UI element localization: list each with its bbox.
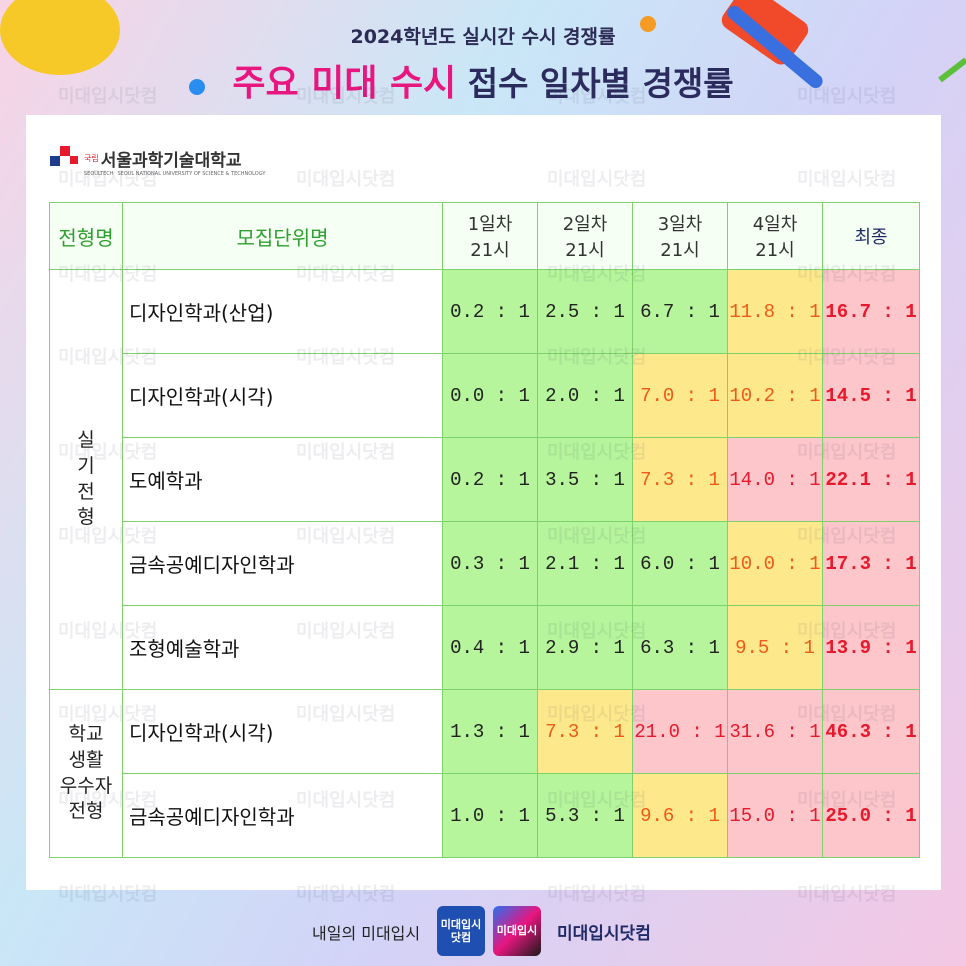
rate-cell: 0.2 : 1 [442, 269, 538, 354]
rate-cell: 3.5 : 1 [537, 437, 633, 522]
logo-mark [50, 146, 78, 166]
table-body: 실 기 전 형 디자인학과(산업) 0.2 : 1 2.5 : 1 6.7 : 1 11.… [49, 269, 920, 858]
group-cell: 실 기 전 형 [49, 269, 123, 690]
table-row: 금속공예디자인학과 0.3 : 1 2.1 : 1 6.0 : 1 10.0 : 1 17… [50, 521, 920, 606]
title: 주요 미대 수시 접수 일차별 경쟁률 [0, 54, 966, 106]
dot [189, 79, 205, 95]
rate-cell: 5.3 : 1 [537, 773, 633, 858]
rate-cell: 7.0 : 1 [632, 353, 728, 438]
rate-cell: 7.3 : 1 [537, 689, 633, 774]
rate-cell: 31.6 : 1 [727, 689, 823, 774]
rate-cell: 14.0 : 1 [727, 437, 823, 522]
rate-cell: 0.0 : 1 [442, 353, 538, 438]
logo-box: 미대입시 [493, 906, 541, 956]
dot [640, 16, 656, 32]
rate-cell: 2.9 : 1 [537, 605, 633, 690]
rate-cell: 13.9 : 1 [822, 605, 920, 690]
table-row: 금속공예디자인학과 1.0 : 1 5.3 : 1 9.6 : 1 15.0 : 1 25… [50, 773, 920, 858]
rate-cell: 0.2 : 1 [442, 437, 538, 522]
rate-cell: 15.0 : 1 [727, 773, 823, 858]
badge: 국립 [84, 153, 99, 163]
rate-cell: 2.1 : 1 [537, 521, 633, 606]
unit-cell: 디자인학과(시각) [122, 689, 443, 774]
university-name: 서울과학기술대학교 [100, 150, 242, 171]
rate-cell: 0.4 : 1 [442, 605, 538, 690]
table-row: 학교 생활 우수자 전형 디자인학과(시각) 1.3 : 1 7.3 : 1 21.0 … [49, 689, 920, 858]
header-cell: 전형명 [49, 202, 123, 270]
title-highlight: 주요 미대 수시 [232, 63, 457, 104]
unit-cell: 디자인학과(시각) [122, 353, 443, 438]
red-pen [721, 0, 809, 65]
rate-cell: 6.0 : 1 [632, 521, 728, 606]
rate-cell: 7.3 : 1 [632, 437, 728, 522]
logo-box: 미대입시 닷컴 [437, 906, 485, 956]
short-name: SEOULTECH [84, 170, 114, 177]
university-logo: 국립 서울과학기술대학교 SEOULTECH SEOUL NATIONAL UNIV… [50, 145, 265, 177]
slogan: 내일의 미대입시 [312, 924, 421, 943]
header-cell: 모집단위명 [122, 202, 443, 270]
subtitle: 2024학년도 실시간 수시 경쟁률 [350, 26, 616, 48]
table-row: 도예학과 0.2 : 1 3.5 : 1 7.3 : 1 14.0 : 1 22.1 : … [50, 437, 920, 522]
rate-cell: 1.3 : 1 [442, 689, 538, 774]
unit-cell: 디자인학과(산업) [122, 269, 443, 354]
logo-text: 국립 서울과학기술대학교 SEOULTECH SEOUL NATIONAL UNIV… [84, 146, 265, 177]
competition-table: 전형명 모집단위명 1일차 21시 2일차 21시 3일차 21시 4일차 21시 최종 실… [49, 202, 920, 858]
rate-cell: 2.0 : 1 [537, 353, 633, 438]
rate-cell: 16.7 : 1 [822, 269, 920, 354]
unit-cell: 도예학과 [122, 437, 443, 522]
rate-cell: 9.5 : 1 [727, 605, 823, 690]
rate-cell: 1.0 : 1 [442, 773, 538, 858]
rate-cell: 0.3 : 1 [442, 521, 538, 606]
header-cell: 2일차 21시 [537, 202, 633, 270]
rate-cell: 6.7 : 1 [632, 269, 728, 354]
rate-cell: 14.5 : 1 [822, 353, 920, 438]
group-cell: 학교 생활 우수자 전형 [49, 689, 123, 858]
unit-cell: 금속공예디자인학과 [122, 773, 443, 858]
decoration [0, 0, 966, 95]
yellow-blob [0, 0, 120, 75]
rate-cell: 2.5 : 1 [537, 269, 633, 354]
rate-cell: 22.1 : 1 [822, 437, 920, 522]
unit-cell: 금속공예디자인학과 [122, 521, 443, 606]
english-name: SEOUL NATIONAL UNIVERSITY OF SCIENCE & T… [117, 170, 266, 177]
header-row: 전형명 모집단위명 1일차 21시 2일차 21시 3일차 21시 4일차 21시 최종 [49, 202, 920, 270]
rate-cell: 10.2 : 1 [727, 353, 823, 438]
rate-cell: 25.0 : 1 [822, 773, 920, 858]
stick [938, 57, 966, 83]
table-row: 조형예술학과 0.4 : 1 2.9 : 1 6.3 : 1 9.5 : 1 13.9 :… [50, 605, 920, 690]
blue-pen [727, 5, 823, 89]
header-cell: 최종 [822, 202, 920, 270]
table-row: 실 기 전 형 디자인학과(산업) 0.2 : 1 2.5 : 1 6.7 : 1 11.… [49, 269, 920, 690]
header-cell: 1일차 21시 [442, 202, 538, 270]
brand: 미대입시닷컴 [557, 924, 651, 944]
rate-cell: 10.0 : 1 [727, 521, 823, 606]
unit-cell: 조형예술학과 [122, 605, 443, 690]
rate-cell: 9.6 : 1 [632, 773, 728, 858]
header-cell: 3일차 21시 [632, 202, 728, 270]
header-cell: 4일차 21시 [727, 202, 823, 270]
rate-cell: 17.3 : 1 [822, 521, 920, 606]
rate-cell: 21.0 : 1 [632, 689, 728, 774]
rate-cell: 11.8 : 1 [727, 269, 823, 354]
title-rest: 접수 일차별 경쟁률 [467, 64, 734, 103]
rate-cell: 46.3 : 1 [822, 689, 920, 774]
rate-cell: 6.3 : 1 [632, 605, 728, 690]
table-row: 디자인학과(시각) 0.0 : 1 2.0 : 1 7.0 : 1 10.2 : 1 14… [50, 353, 920, 438]
